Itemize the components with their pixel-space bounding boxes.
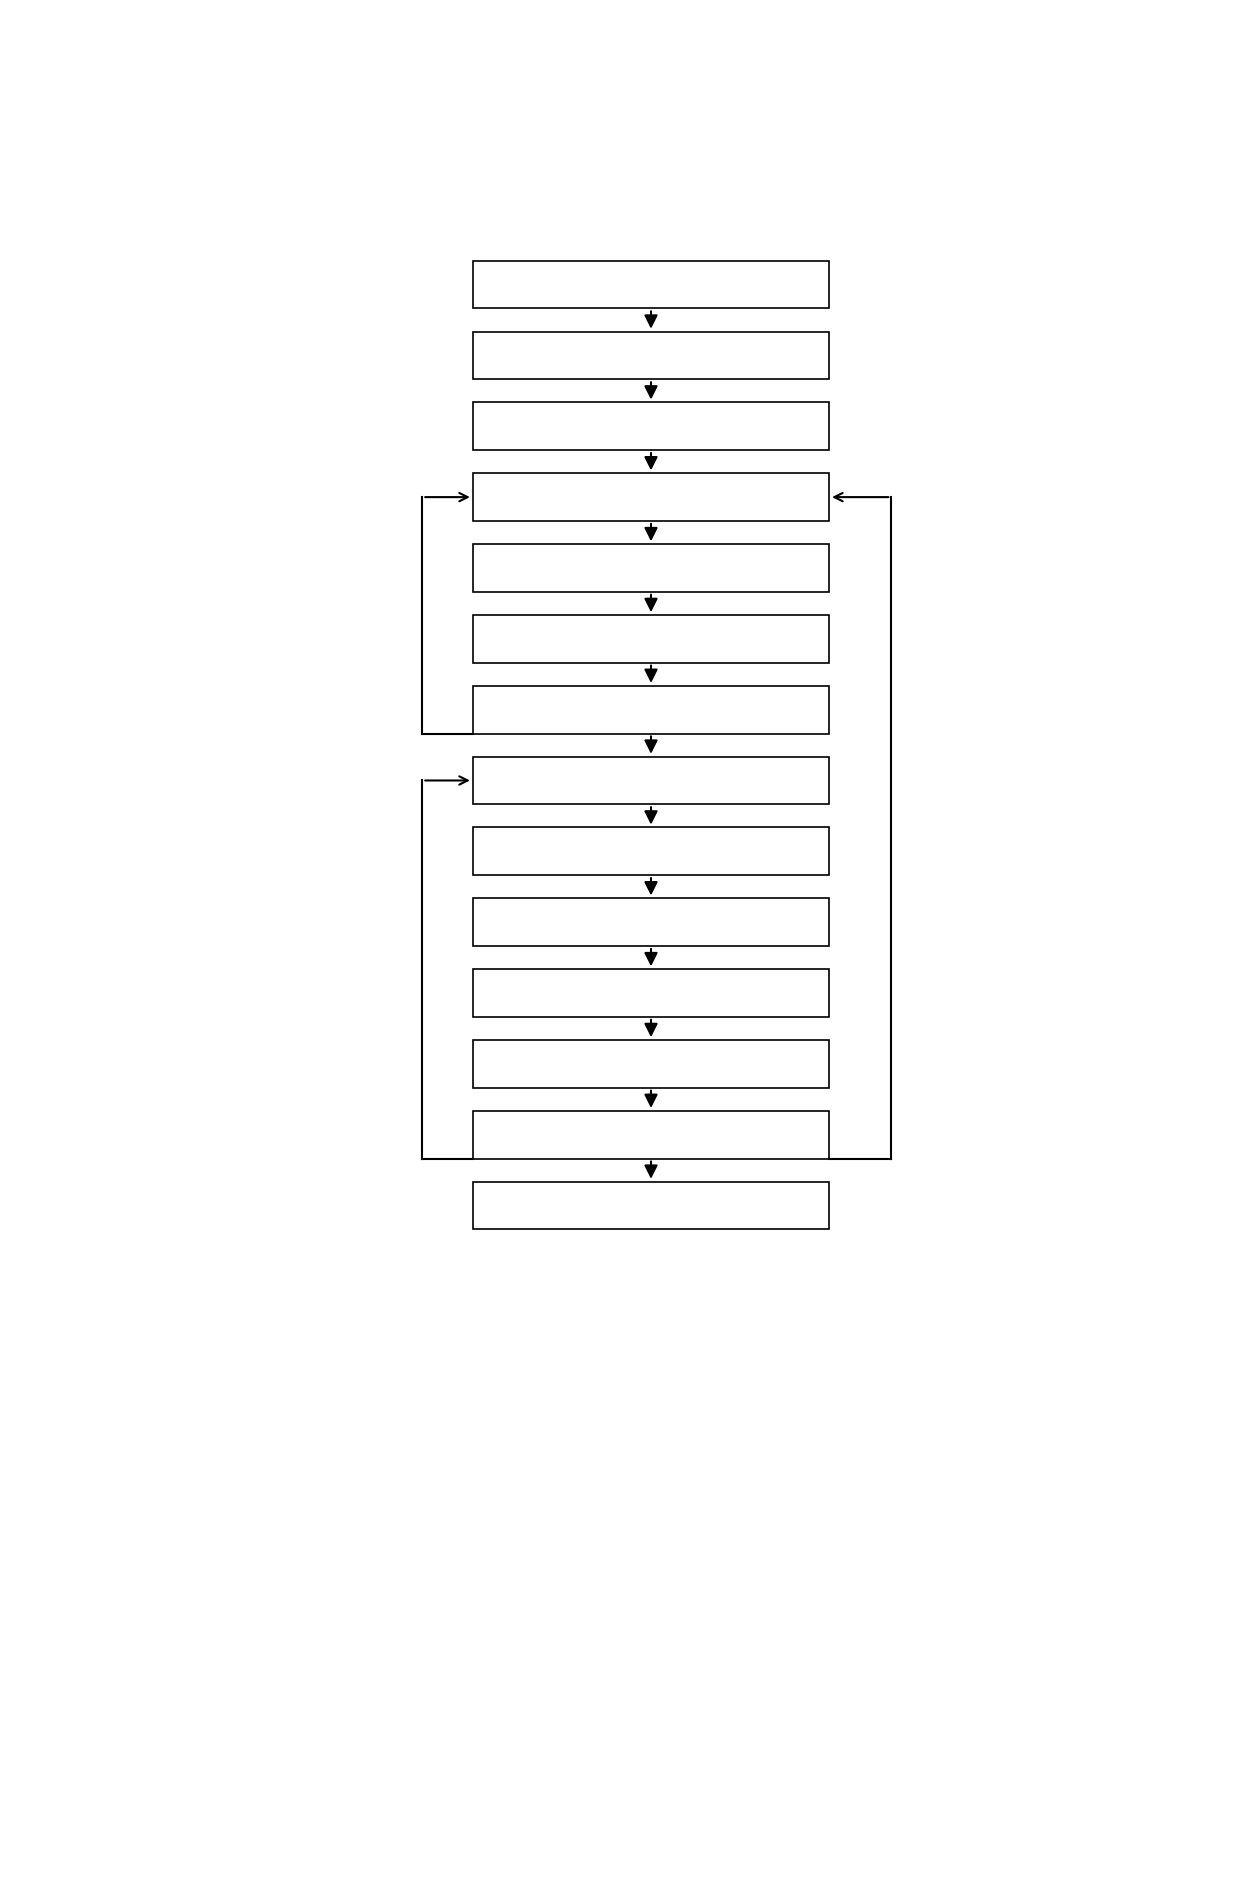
Bar <box>472 1181 830 1230</box>
Bar <box>472 332 830 379</box>
Bar <box>472 403 830 450</box>
Bar <box>472 899 830 946</box>
Bar <box>472 614 830 663</box>
Bar <box>472 1040 830 1087</box>
Bar <box>472 544 830 592</box>
Bar <box>472 473 830 522</box>
Bar <box>472 1112 830 1159</box>
Bar <box>472 968 830 1017</box>
Bar <box>472 686 830 733</box>
Bar <box>472 757 830 804</box>
Bar <box>472 260 830 309</box>
Bar <box>472 827 830 876</box>
